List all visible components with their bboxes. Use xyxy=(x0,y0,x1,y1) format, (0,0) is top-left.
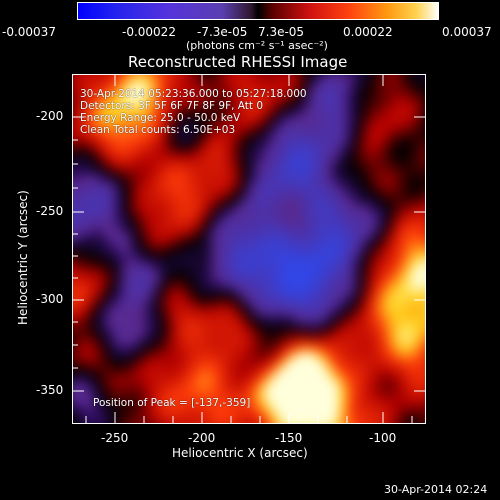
footer-timestamp: 30-Apr-2014 02:24 xyxy=(384,483,488,496)
detectors-label: Detectors: 3F 5F 6F 7F 8F 9F, Att 0 xyxy=(80,100,264,112)
peak-position-text: Position of Peak = xyxy=(93,397,192,409)
colorbar-tick: -7.3e-05 xyxy=(197,25,248,39)
colorbar-tick: -0.00037 xyxy=(2,25,56,39)
peak-position-label: Position of Peak = [-137,-359] xyxy=(93,398,250,409)
colorbar xyxy=(77,2,439,20)
x-tick-label: -150 xyxy=(275,431,303,445)
y-tick-label: -200 xyxy=(36,109,64,123)
y-axis-label: Heliocentric Y (arcsec) xyxy=(16,190,30,325)
y-tick-label: -300 xyxy=(36,292,64,306)
x-tick-label: -250 xyxy=(101,431,129,445)
rhessi-image xyxy=(72,74,426,424)
colorbar-tick: 7.3e-05 xyxy=(258,25,305,39)
energy-range-label: Energy Range: 25.0 - 50.0 keV xyxy=(80,112,241,124)
y-tick-label: -350 xyxy=(36,383,64,397)
x-axis-label: Heliocentric X (arcsec) xyxy=(172,446,308,460)
colorbar-tick: -0.00022 xyxy=(122,25,176,39)
time-range-label: 30-Apr-2014 05:23:36.000 to 05:27:18.000 xyxy=(80,88,307,100)
image-title: Reconstructed RHESSI Image xyxy=(128,53,348,71)
colorbar-tick: 0.00037 xyxy=(442,25,492,39)
colorbar-units: (photons cm⁻² s⁻¹ asec⁻²) xyxy=(186,39,328,52)
peak-position-value: [-137,-359] xyxy=(191,397,251,409)
x-tick-label: -200 xyxy=(188,431,216,445)
clean-counts-label: Clean Total counts: 6.50E+03 xyxy=(80,124,236,136)
heatmap-canvas xyxy=(73,75,425,423)
x-tick-label: -100 xyxy=(369,431,397,445)
colorbar-tick: 0.00022 xyxy=(343,25,393,39)
y-tick-label: -250 xyxy=(36,204,64,218)
